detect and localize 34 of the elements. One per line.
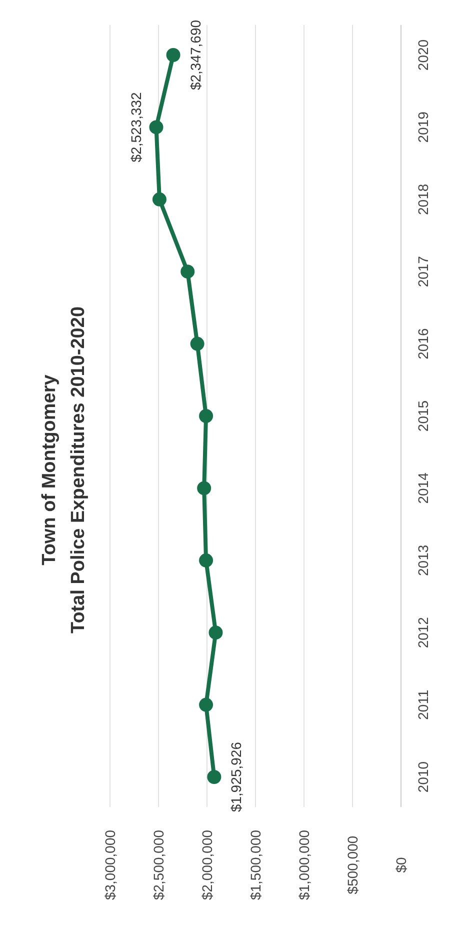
- point: [207, 770, 222, 784]
- x-tick-label: $2,500,000: [150, 830, 166, 900]
- x-tick-label: $3,000,000: [102, 830, 118, 900]
- point: [199, 553, 214, 568]
- y-tick-label: 2019: [415, 111, 431, 143]
- point: [199, 698, 214, 712]
- y-tick-label: 2017: [415, 256, 431, 288]
- y-tick-label: 2014: [415, 472, 431, 504]
- point: [199, 409, 214, 423]
- point: [208, 626, 223, 640]
- point: [152, 192, 166, 206]
- y-tick-label: 2018: [415, 184, 431, 215]
- x-tick-label: $1,500,000: [248, 830, 264, 900]
- data-label: $1,925,926: [228, 742, 244, 812]
- point: [190, 336, 204, 351]
- text: Town of Montgomery: [39, 374, 60, 566]
- data-label: $2,347,690: [187, 20, 204, 90]
- x-tick-label: $0: [393, 857, 409, 873]
- point: [166, 48, 180, 62]
- y-tick-label: 2015: [415, 400, 431, 432]
- y-tick-label: 2012: [415, 616, 431, 648]
- y-tick-label: 2020: [415, 39, 431, 71]
- point: [180, 264, 195, 279]
- y-tick-label: 2010: [415, 761, 431, 793]
- y-tick-label: 2013: [415, 544, 431, 576]
- point: [197, 481, 212, 496]
- text: Total Police Expenditures 2010-2020: [68, 306, 89, 634]
- x-tick-label: $1,000,000: [296, 830, 312, 900]
- data-label: $2,523,332: [128, 92, 144, 162]
- x-tick-label: $2,000,000: [199, 830, 215, 900]
- point: [149, 120, 164, 134]
- y-tick-label: 2011: [415, 690, 431, 720]
- y-tick-label: 2016: [415, 328, 431, 360]
- x-tick-label: $500,000: [344, 836, 360, 894]
